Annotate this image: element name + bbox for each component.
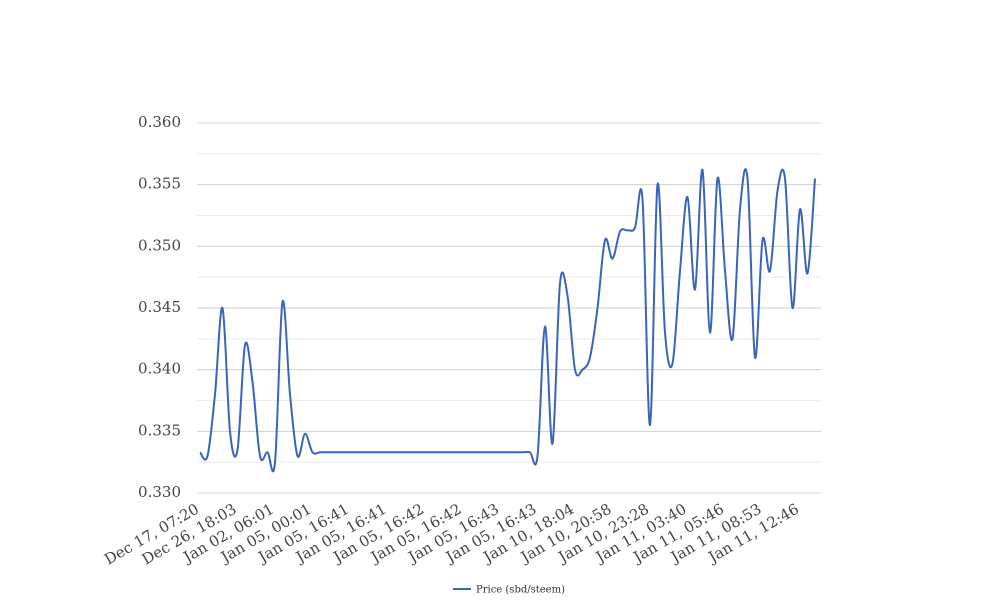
y-tick-label: 0.350 xyxy=(138,236,181,254)
y-tick-label: 0.335 xyxy=(138,421,181,439)
y-tick-label: 0.340 xyxy=(138,360,181,378)
legend-label: Price (sbd/steem) xyxy=(476,585,565,596)
price-line xyxy=(199,168,816,473)
y-tick-label: 0.360 xyxy=(138,113,181,131)
y-tick-label: 0.345 xyxy=(138,298,181,316)
legend-item: Price (sbd/steem) xyxy=(453,585,565,596)
y-tick-label: 0.330 xyxy=(138,483,181,501)
y-tick-label: 0.355 xyxy=(138,175,181,193)
